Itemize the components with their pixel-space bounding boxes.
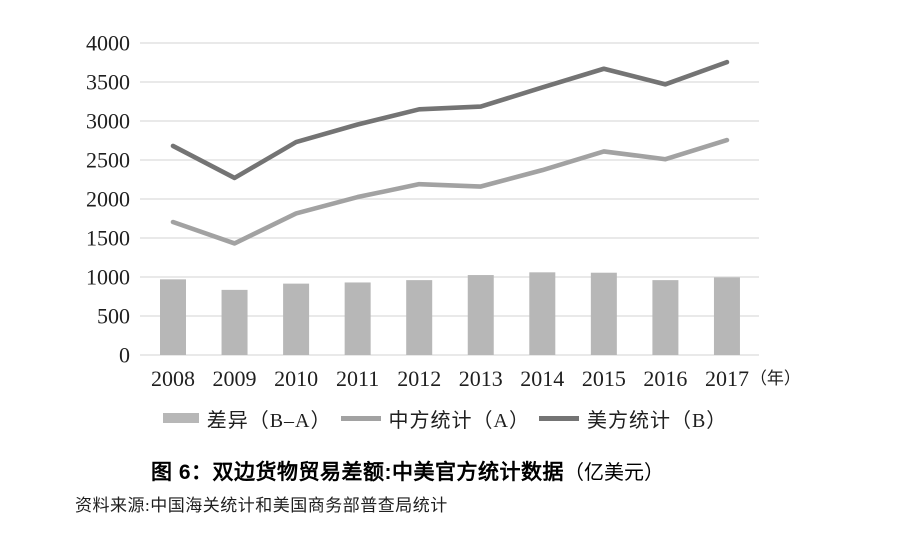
x-tick-label: 2015	[582, 366, 626, 391]
bar-difference	[221, 289, 248, 355]
line-a-swatch-icon	[340, 415, 381, 421]
bar-difference	[713, 277, 740, 355]
bar-difference	[160, 279, 186, 355]
y-tick-label: 0	[119, 343, 130, 368]
y-tick-label: 1000	[86, 265, 130, 290]
y-tick-label: 4000	[86, 31, 130, 56]
bar-difference	[652, 280, 679, 355]
line-us-stats	[170, 59, 730, 181]
x-tick-label: 2013	[459, 366, 503, 391]
legend-label-us-stats: 美方统计（B）	[586, 409, 728, 432]
x-tick-label: 2014	[520, 366, 564, 391]
bar-difference	[283, 283, 310, 355]
bar-swatch-icon	[162, 413, 199, 423]
chart-legend: 差异（B–A） 中方统计（A） 美方统计（B）	[0, 403, 890, 433]
y-tick-label: 3500	[86, 70, 130, 95]
bar-difference	[590, 272, 617, 355]
legend-label-china-stats: 中方统计（A）	[388, 409, 530, 432]
legend-item-difference: 差异（B–A）	[162, 404, 332, 433]
y-tick-label: 500	[97, 304, 130, 329]
line-china-stats	[170, 137, 730, 246]
figure-title-unit: （亿美元）	[564, 462, 664, 484]
line-b-swatch-icon	[538, 415, 579, 421]
x-tick-label: 2017	[705, 366, 749, 391]
bar-difference	[344, 282, 371, 355]
x-tick-label: 2016	[643, 366, 687, 391]
y-tick-label: 1500	[86, 226, 130, 251]
x-tick-label: 2012	[397, 366, 441, 391]
x-axis-unit-label: （年）	[750, 369, 801, 388]
y-tick-label: 2500	[86, 148, 130, 173]
y-tick-label: 2000	[86, 187, 130, 212]
bar-difference	[406, 280, 433, 355]
x-tick-label: 2008	[151, 366, 195, 391]
source-note: 资料来源:中国海关统计和美国商务部普查局统计	[75, 496, 448, 515]
legend-label-difference: 差异（B–A）	[206, 409, 332, 432]
figure-title: 图 6：双边货物贸易差额:中美官方统计数据（亿美元）	[0, 456, 815, 486]
chart-canvas: 0 500 1000 1500 2000 2500 3000 3500 4000 2008 2009…	[86, 31, 801, 392]
x-tick-label: 2010	[274, 366, 318, 391]
x-tick-label: 2011	[336, 366, 379, 391]
legend-item-us-stats: 美方统计（B）	[538, 404, 728, 433]
figure-title-main: 图 6：双边货物贸易差额:中美官方统计数据	[150, 461, 564, 484]
y-tick-label: 3000	[86, 109, 130, 134]
bar-difference	[529, 272, 556, 355]
x-tick-label: 2009	[213, 366, 257, 391]
legend-item-china-stats: 中方统计（A）	[340, 404, 530, 433]
bar-difference	[467, 275, 494, 355]
